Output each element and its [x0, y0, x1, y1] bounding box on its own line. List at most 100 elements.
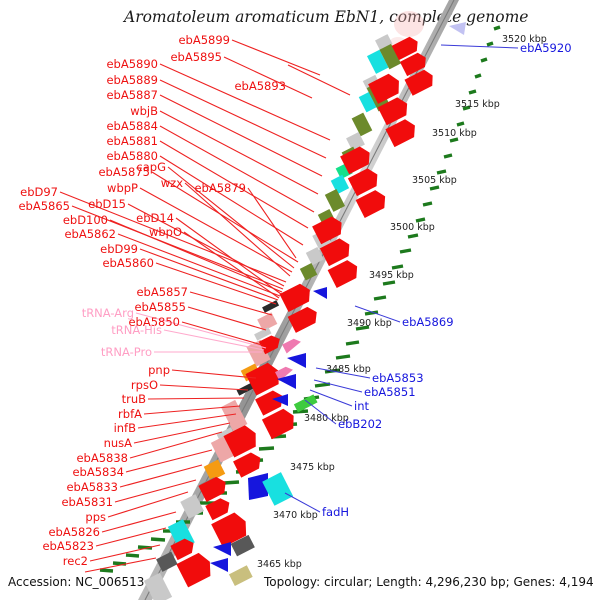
gene-block[interactable]: [324, 189, 346, 212]
gene-block[interactable]: [375, 34, 393, 51]
forward-gene-arrow[interactable]: [176, 550, 215, 588]
gene-block[interactable]: [330, 174, 350, 195]
gene-label[interactable]: ebD15: [88, 197, 126, 211]
forward-gene-arrow[interactable]: [347, 166, 382, 197]
gene-block[interactable]: [180, 494, 205, 519]
gene-label[interactable]: ebA5826: [48, 525, 100, 539]
gene-label[interactable]: ebA5880: [106, 149, 158, 163]
forward-gene-arrow[interactable]: [391, 34, 422, 61]
reverse-gene-arrow[interactable]: [313, 287, 327, 299]
trna-arrow[interactable]: [275, 364, 295, 382]
gene-label[interactable]: ebA5831: [61, 495, 113, 509]
gene-block[interactable]: [262, 472, 294, 506]
gene-label[interactable]: ebA5879: [194, 181, 246, 195]
forward-gene-arrow[interactable]: [223, 423, 261, 458]
forward-gene-arrow[interactable]: [261, 406, 299, 440]
forward-gene-arrow[interactable]: [255, 388, 286, 416]
reverse-gene-arrow[interactable]: [213, 542, 231, 556]
gene-label[interactable]: truB: [122, 392, 147, 406]
gene-label[interactable]: ebD97: [20, 185, 58, 199]
gene-label[interactable]: ebB202: [338, 417, 382, 431]
gene-label[interactable]: ebA5869: [402, 315, 454, 329]
forward-gene-arrow[interactable]: [198, 474, 229, 502]
forward-gene-arrow[interactable]: [327, 257, 362, 288]
gene-label[interactable]: ebA5860: [102, 256, 154, 270]
forward-gene-arrow[interactable]: [279, 281, 314, 312]
reverse-gene-arrow[interactable]: [277, 374, 296, 389]
forward-gene-arrow[interactable]: [319, 236, 354, 267]
forward-gene-arrow[interactable]: [368, 71, 404, 104]
gene-block[interactable]: [293, 394, 318, 413]
gene-block[interactable]: [254, 327, 272, 341]
gene-label[interactable]: rbfA: [118, 407, 142, 421]
forward-gene-arrow[interactable]: [404, 67, 436, 96]
forward-gene-arrow[interactable]: [399, 51, 430, 77]
gene-label[interactable]: ebA5865: [18, 199, 70, 213]
gene-label[interactable]: pnp: [148, 363, 170, 377]
gene-block[interactable]: [346, 132, 365, 151]
gene-label[interactable]: ebA5855: [134, 300, 186, 314]
reverse-gene-track[interactable]: [210, 287, 327, 586]
forward-gene-arrow[interactable]: [385, 117, 419, 148]
gene-block[interactable]: [228, 565, 253, 586]
gene-block[interactable]: [220, 399, 248, 432]
gene-label[interactable]: ebA5857: [136, 285, 188, 299]
gene-block[interactable]: [358, 91, 379, 113]
gene-block[interactable]: [299, 263, 318, 281]
gene-label[interactable]: ebA5920: [520, 41, 572, 55]
gene-label[interactable]: ebD100: [63, 213, 108, 227]
trna-label[interactable]: tRNA-Pro: [101, 345, 152, 359]
reverse-gene-arrow[interactable]: [272, 394, 288, 406]
gene-block[interactable]: [143, 572, 173, 600]
gene-block[interactable]: [203, 459, 226, 481]
gene-label[interactable]: ebA5823: [42, 539, 94, 553]
gene-block[interactable]: [216, 427, 234, 439]
forward-gene-arrow[interactable]: [287, 304, 321, 333]
forward-gene-arrow[interactable]: [312, 214, 346, 245]
gene-label[interactable]: ebA5851: [364, 385, 416, 399]
forward-gene-arrow[interactable]: [340, 144, 374, 175]
reverse-gene-arrow[interactable]: [210, 558, 228, 572]
gene-label[interactable]: ebA5893: [234, 79, 286, 93]
reverse-gene-arrow[interactable]: [248, 473, 268, 500]
forward-gene-arrow[interactable]: [245, 360, 284, 396]
gene-block[interactable]: [156, 551, 178, 572]
gene-label[interactable]: ebA5895: [170, 50, 222, 64]
forward-gene-arrow[interactable]: [205, 496, 233, 521]
forward-gene-track[interactable]: [168, 34, 439, 588]
gene-block[interactable]: [351, 112, 373, 137]
reverse-gene-arrow[interactable]: [287, 353, 306, 368]
gene-label[interactable]: ebA5887: [106, 88, 158, 102]
gene-label[interactable]: ebA5853: [372, 371, 424, 385]
gene-label[interactable]: ebD99: [100, 242, 138, 256]
gene-label[interactable]: ebA5838: [76, 451, 128, 465]
gene-label[interactable]: nusA: [104, 436, 133, 450]
gene-label[interactable]: wbpO: [149, 225, 182, 239]
right-label-group[interactable]: ebA5920 ebA5869 ebA5853 ebA5851 int ebB2…: [322, 41, 572, 519]
forward-gene-arrow[interactable]: [170, 536, 197, 561]
gene-label[interactable]: capG: [136, 160, 166, 174]
gene-label[interactable]: ebD14: [136, 211, 174, 225]
gene-label[interactable]: wzx: [161, 176, 183, 190]
gene-label[interactable]: ebA5889: [106, 73, 158, 87]
gene-block[interactable]: [257, 312, 278, 332]
reverse-gene-marker-top[interactable]: [449, 22, 466, 35]
gene-label[interactable]: wbjB: [130, 104, 158, 118]
forward-gene-arrow[interactable]: [377, 95, 412, 126]
gene-label[interactable]: ebA5890: [106, 57, 158, 71]
gene-block[interactable]: [366, 49, 389, 74]
trna-label[interactable]: tRNA-His: [111, 323, 162, 337]
gene-block[interactable]: [379, 43, 402, 70]
gene-block[interactable]: [305, 247, 324, 266]
gene-label[interactable]: ebA5884: [106, 119, 158, 133]
gene-label[interactable]: fadH: [322, 505, 349, 519]
gene-label[interactable]: wbpP: [107, 181, 138, 195]
gene-label[interactable]: ebA5881: [106, 134, 158, 148]
gene-label[interactable]: int: [354, 399, 369, 413]
gene-label[interactable]: rpsO: [131, 378, 158, 392]
left-label-group[interactable]: ebA5899 ebA5895 ebA5890 ebA5893 ebA5889 …: [18, 33, 286, 568]
gene-label[interactable]: rec2: [63, 554, 88, 568]
trna-arrow[interactable]: [282, 336, 303, 354]
forward-gene-arrow[interactable]: [211, 510, 251, 548]
